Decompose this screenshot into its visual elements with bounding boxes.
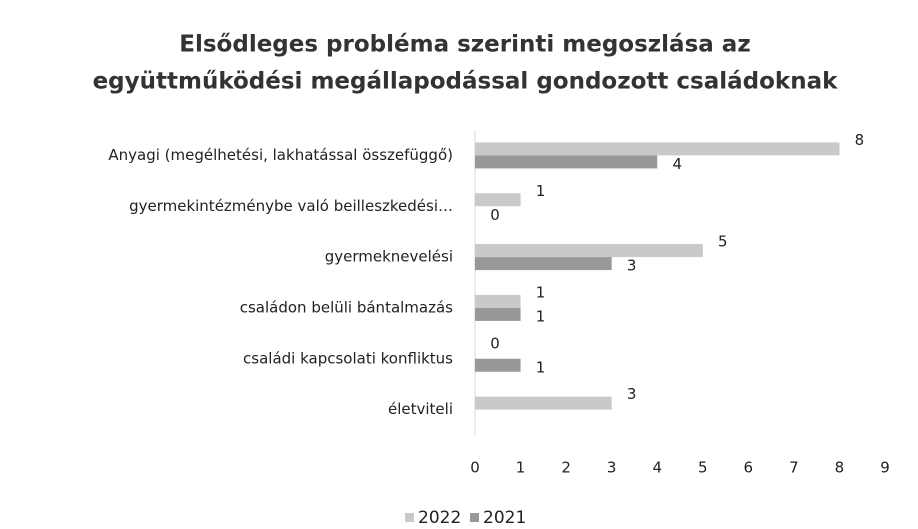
data-label: 1: [536, 358, 546, 376]
data-label: 8: [855, 131, 865, 149]
bar: [475, 396, 612, 410]
x-tick-label: 0: [470, 459, 480, 477]
bar: [475, 244, 703, 258]
bar: [475, 142, 840, 156]
data-label: 1: [536, 283, 546, 301]
chart-title: Elsődleges probléma szerinti megoszlása …: [179, 32, 750, 58]
legend-label: 2021: [483, 508, 526, 528]
x-tick-label: 3: [607, 459, 617, 477]
data-label: 1: [536, 182, 546, 200]
data-label: 0: [490, 206, 500, 224]
y-tick-label: családi kapcsolati konfliktus: [243, 349, 453, 367]
bar: [475, 257, 612, 271]
data-label: 3: [627, 385, 637, 403]
y-tick-label: életviteli: [388, 400, 453, 418]
x-tick-label: 5: [698, 459, 708, 477]
y-tick-label: gyermeknevelési: [325, 248, 453, 266]
x-tick-label: 8: [835, 459, 845, 477]
data-label: 5: [718, 233, 728, 251]
legend-swatch: [405, 513, 414, 522]
data-label: 0: [490, 334, 500, 352]
bar: [475, 193, 521, 207]
bar: [475, 358, 521, 372]
y-tick-label: családon belüli bántalmazás: [240, 298, 453, 316]
data-label: 4: [672, 155, 682, 173]
y-tick-label: Anyagi (megélhetési, lakhatással összefü…: [108, 146, 453, 164]
legend-label: 2022: [418, 508, 461, 528]
x-tick-label: 6: [744, 459, 754, 477]
data-label: 3: [627, 257, 637, 275]
x-tick-label: 4: [652, 459, 662, 477]
data-label: 1: [536, 307, 546, 325]
x-tick-label: 2: [561, 459, 571, 477]
x-tick-label: 9: [880, 459, 890, 477]
x-tick-label: 1: [516, 459, 526, 477]
legend-swatch: [470, 513, 479, 522]
bar: [475, 155, 658, 169]
y-tick-label: gyermekintézménybe való beilleszkedési…: [129, 197, 453, 215]
bar: [475, 307, 521, 321]
chart-title: együttműködési megállapodással gondozott…: [93, 69, 839, 95]
bar: [475, 294, 521, 308]
x-tick-label: 7: [789, 459, 799, 477]
